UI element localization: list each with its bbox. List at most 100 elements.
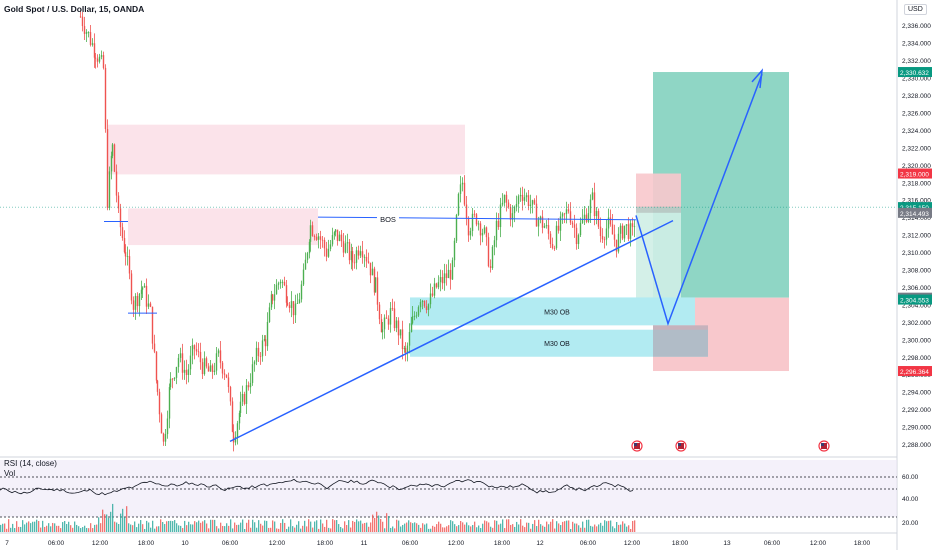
candle-body (623, 225, 626, 239)
supply-zone (128, 208, 318, 246)
volume-bar (460, 520, 462, 532)
candle-body (621, 225, 624, 239)
candle-body (355, 250, 358, 263)
volume-bar (318, 528, 320, 532)
candle-body (555, 225, 558, 249)
x-tick-label: 11 (361, 540, 368, 547)
volume-bar (540, 524, 542, 532)
volume-bar (272, 520, 274, 532)
volume-bar (290, 519, 292, 532)
volume-bar (368, 526, 370, 532)
volume-bar (110, 511, 112, 532)
candle-body (87, 32, 90, 33)
candle-body (348, 242, 351, 261)
volume-bar (468, 525, 470, 532)
candle-body (134, 295, 137, 310)
candle-body (298, 299, 301, 304)
candle-body (404, 348, 407, 353)
us-flag-icon[interactable] (631, 440, 643, 452)
y-tick-label: 2,290.000 (902, 425, 931, 432)
volume-bar (204, 520, 206, 532)
candle-body (189, 355, 192, 370)
volume-bar (280, 522, 282, 532)
volume-bar (532, 523, 534, 532)
candle-body (425, 306, 428, 310)
candle-body (449, 269, 452, 280)
volume-bar (392, 526, 394, 532)
candle-body (225, 374, 228, 378)
volume-bar (570, 528, 572, 532)
y-tick-label: 2,288.000 (902, 442, 931, 449)
volume-bar (362, 523, 364, 532)
candle-body (329, 244, 332, 249)
candle-body (537, 219, 540, 227)
us-flag-icon[interactable] (675, 440, 687, 452)
candle-body (469, 230, 472, 236)
candle-body (465, 204, 468, 219)
volume-bar (246, 522, 248, 532)
x-tick-label: 13 (723, 540, 731, 547)
candle-body (104, 67, 107, 130)
volume-bar (550, 521, 552, 532)
volume-bar (592, 526, 594, 532)
volume-bar (424, 524, 426, 532)
candle-body (589, 199, 592, 214)
candle-body (271, 294, 274, 301)
candle-body (245, 385, 248, 404)
candle-body (243, 393, 246, 404)
candle-body (419, 302, 422, 308)
volume-bar (566, 520, 568, 532)
volume-bar (588, 519, 590, 532)
candle-body (561, 213, 564, 217)
candle-body (359, 251, 362, 256)
time-axis: 7 06:00 12:00 18:00 10 06:00 12:00 18:00 11 06:00… (5, 540, 870, 547)
volume-bar (502, 519, 504, 532)
candle-body (477, 223, 480, 225)
candle-body (106, 129, 109, 208)
volume-bar (236, 524, 238, 532)
candle-body (539, 216, 542, 220)
volume-bar (358, 521, 360, 532)
volume-bar (44, 526, 46, 532)
volume-bar (84, 525, 86, 532)
price-label: 2,314.493 (900, 211, 929, 218)
us-flag-canton (678, 443, 681, 446)
price-label-tag (898, 67, 932, 78)
candle-body (387, 318, 390, 325)
candle-body (296, 303, 299, 304)
ob-overlap (653, 325, 708, 357)
y-tick-label: 2,324.000 (902, 128, 931, 135)
candle-body (313, 235, 316, 238)
volume-bar (156, 526, 158, 532)
volume-bar (494, 520, 496, 532)
x-tick-label: 12:00 (624, 540, 641, 547)
volume-bar (500, 523, 502, 532)
candle-body (521, 194, 524, 201)
candle-body (91, 43, 94, 45)
volume-bar (66, 524, 68, 532)
volume-bar (340, 526, 342, 532)
candle-body (483, 227, 486, 233)
volume-bar (310, 521, 312, 532)
currency-label[interactable]: USD (904, 4, 927, 15)
volume-bar (288, 526, 290, 532)
candle-body (294, 303, 297, 316)
candle-body (531, 200, 534, 205)
volume-bar (146, 520, 148, 532)
volume-bar (612, 526, 614, 532)
volume-bar (360, 520, 362, 532)
candle-body (130, 273, 133, 301)
candle-body (132, 300, 135, 310)
us-flag-icon[interactable] (818, 440, 830, 452)
chart-zones: M30 OB M30 OB (108, 72, 789, 372)
volume-bar (250, 527, 252, 532)
rsi-indicator-label[interactable]: RSI (14, close) (4, 459, 57, 468)
candle-body (124, 252, 127, 257)
candle-body (160, 414, 163, 434)
candle-body (527, 195, 530, 206)
candle-body (363, 256, 366, 258)
volume-bar (614, 528, 616, 532)
volume-bar (574, 523, 576, 532)
volume-bar (482, 523, 484, 532)
